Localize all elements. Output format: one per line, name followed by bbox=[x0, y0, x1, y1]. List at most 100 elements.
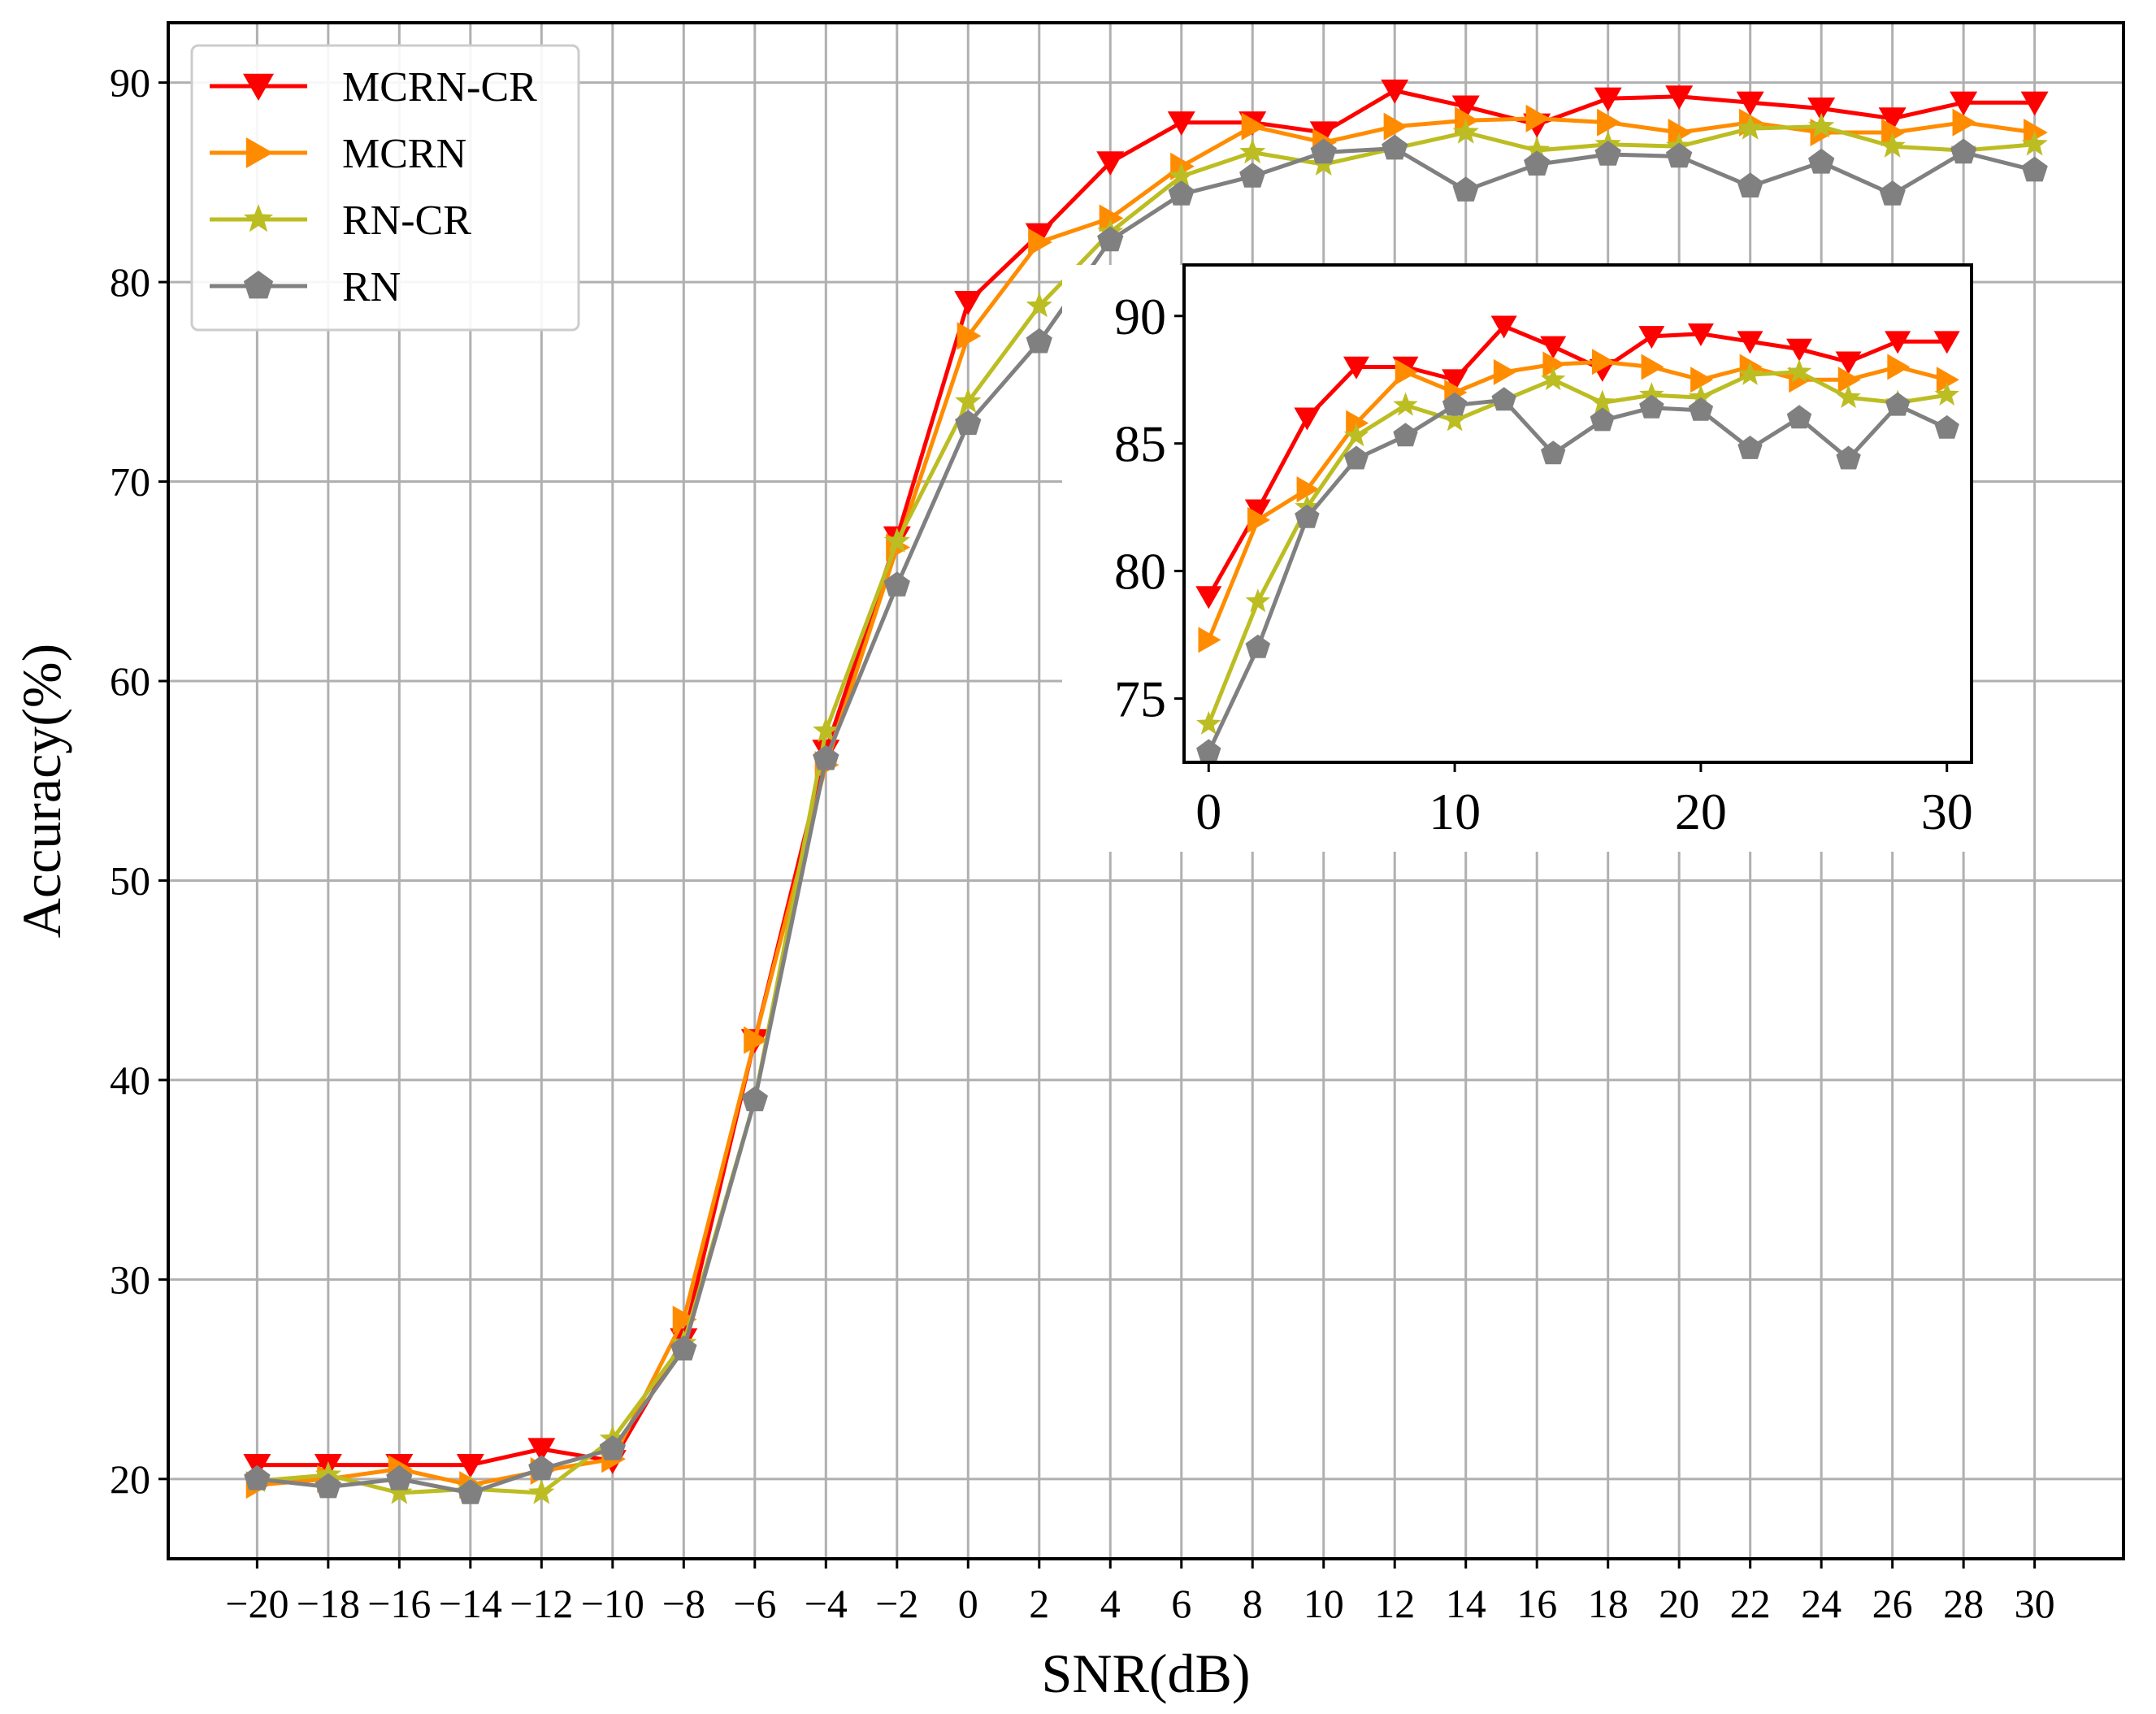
inset-point-mcrn-cr bbox=[1442, 369, 1468, 393]
main-point-mcrn-cr bbox=[1807, 97, 1836, 122]
main-point-mcrn-cr bbox=[456, 1454, 484, 1478]
x-tick-label: 28 bbox=[1943, 1581, 1984, 1626]
x-tick-label: 0 bbox=[958, 1581, 978, 1626]
inset-point-rn-cr bbox=[1934, 382, 1959, 406]
inset-point-rn bbox=[1442, 392, 1468, 416]
main-point-mcrn bbox=[672, 1305, 697, 1334]
x-tick-label: −20 bbox=[225, 1581, 288, 1626]
x-tick-label: −18 bbox=[297, 1581, 360, 1626]
x-axis-label: SNR(dB) bbox=[1042, 1642, 1251, 1704]
main-point-rn bbox=[1382, 134, 1408, 160]
main-point-mcrn bbox=[1383, 112, 1408, 141]
inset-point-mcrn bbox=[1493, 358, 1516, 385]
main-point-mcrn-cr bbox=[1451, 95, 1480, 120]
x-tick-label: 24 bbox=[1801, 1581, 1841, 1626]
main-point-rn bbox=[1879, 180, 1906, 206]
legend-entry-mcrn: MCRN bbox=[210, 131, 466, 177]
main-point-mcrn bbox=[1099, 204, 1124, 232]
main-point-rn bbox=[1666, 142, 1693, 168]
inset-point-rn bbox=[1590, 407, 1615, 432]
inset-point-rn bbox=[1639, 394, 1664, 419]
main-point-rn bbox=[1239, 163, 1266, 188]
inset-point-mcrn-cr bbox=[1343, 356, 1369, 380]
y-tick-label: 90 bbox=[110, 60, 150, 106]
x-tick-label: 22 bbox=[1730, 1581, 1771, 1626]
main-point-rn-cr bbox=[883, 527, 910, 553]
legend-marker bbox=[243, 204, 274, 232]
inset-point-rn bbox=[1343, 445, 1369, 470]
main-point-mcrn-cr bbox=[1950, 91, 1978, 116]
main-point-rn bbox=[1168, 180, 1195, 206]
main-point-rn bbox=[1737, 172, 1763, 197]
inset-point-mcrn bbox=[1542, 351, 1566, 378]
x-tick-label: −8 bbox=[662, 1581, 705, 1626]
inset-point-rn-cr bbox=[1737, 362, 1763, 385]
inset-point-rn-cr bbox=[1245, 588, 1271, 613]
main-point-rn bbox=[1594, 141, 1621, 166]
main-point-mcrn bbox=[957, 322, 982, 350]
inset-point-rn bbox=[1541, 440, 1566, 465]
legend-label: MCRN-CR bbox=[342, 64, 537, 111]
legend-label: MCRN bbox=[342, 131, 466, 177]
x-tick-label: 18 bbox=[1588, 1581, 1629, 1626]
main-point-mcrn bbox=[744, 1026, 768, 1054]
main-point-rn bbox=[244, 1464, 271, 1491]
inset-point-rn bbox=[1393, 423, 1418, 447]
legend-label: RN bbox=[342, 264, 401, 310]
inset-point-mcrn bbox=[1296, 476, 1320, 503]
y-tick-label: 40 bbox=[110, 1057, 150, 1103]
legend-label: RN-CR bbox=[342, 197, 471, 244]
x-tick-label: 6 bbox=[1171, 1581, 1191, 1626]
inset-point-mcrn-cr bbox=[1638, 326, 1665, 349]
inset-y-tick-label: 90 bbox=[1114, 288, 1166, 345]
main-point-rn bbox=[1310, 138, 1337, 164]
legend-entry-rn: RN bbox=[210, 264, 401, 310]
inset-point-mcrn bbox=[1936, 367, 1959, 393]
inset-point-mcrn-cr bbox=[1244, 499, 1271, 523]
inset-x-tick-label: 0 bbox=[1195, 783, 1221, 840]
main-point-rn-cr bbox=[813, 717, 839, 743]
legend-entry-rn-cr: RN-CR bbox=[210, 197, 471, 244]
main-point-mcrn-cr bbox=[2020, 91, 2049, 116]
main-point-rn bbox=[1808, 148, 1835, 174]
inset-y-tick-label: 80 bbox=[1114, 543, 1166, 601]
inset-chart: 0 10 20 30 75 80 85 90 bbox=[1062, 263, 1973, 852]
inset-plot-frame bbox=[1182, 263, 1973, 764]
x-tick-label: −4 bbox=[805, 1581, 848, 1626]
inset-point-mcrn-cr bbox=[1195, 586, 1222, 610]
main-point-mcrn bbox=[1668, 119, 1693, 146]
main-point-rn-cr bbox=[1452, 119, 1479, 144]
main-point-rn-cr bbox=[2021, 130, 2048, 156]
inset-point-mcrn-cr bbox=[1687, 323, 1714, 346]
inset-point-rn-cr bbox=[1688, 384, 1714, 409]
x-tick-label: 2 bbox=[1029, 1581, 1049, 1626]
inset-series-rn bbox=[1196, 387, 1959, 763]
inset-line-rn bbox=[1207, 397, 1948, 753]
legend: MCRN-CR MCRN RN-CR RN bbox=[190, 44, 580, 332]
inset-point-rn-cr bbox=[1393, 392, 1418, 416]
main-point-rn bbox=[1097, 226, 1124, 252]
main-point-mcrn bbox=[1455, 106, 1479, 135]
main-point-rn-cr bbox=[386, 1479, 413, 1504]
main-point-rn bbox=[1026, 328, 1052, 354]
main-point-rn bbox=[670, 1335, 697, 1360]
inset-point-mcrn-cr bbox=[1540, 336, 1567, 359]
x-tick-label: 20 bbox=[1659, 1581, 1699, 1626]
inset-point-mcrn bbox=[1198, 627, 1221, 653]
main-point-mcrn-cr bbox=[1096, 151, 1125, 176]
main-point-rn-cr bbox=[1808, 112, 1835, 138]
main-point-rn bbox=[528, 1455, 555, 1481]
main-series-layer bbox=[243, 79, 2049, 1504]
inset-line-mcrn bbox=[1206, 359, 1948, 641]
main-tick-layer: −20 −18 −16 −14 −12 −10 −8 −6 −4 −2 0 2 4 6 8 10 12 14 16 1… bbox=[110, 60, 2055, 1626]
inset-point-rn bbox=[1245, 634, 1271, 658]
main-point-mcrn-cr bbox=[1167, 111, 1195, 136]
x-tick-label: 30 bbox=[2015, 1581, 2055, 1626]
inset-point-rn bbox=[1491, 387, 1516, 411]
x-tick-label: 8 bbox=[1243, 1581, 1263, 1626]
x-tick-label: −6 bbox=[733, 1581, 776, 1626]
main-point-rn bbox=[457, 1479, 484, 1504]
main-point-rn bbox=[1524, 150, 1551, 176]
legend-marker bbox=[243, 271, 274, 299]
y-tick-label: 50 bbox=[110, 857, 150, 903]
